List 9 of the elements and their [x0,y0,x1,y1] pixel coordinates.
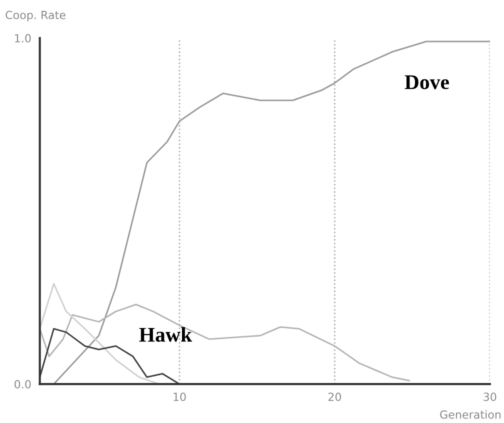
x-axis-title: Generation [440,410,501,419]
y-tick-label: 0.0 [14,380,31,388]
x-tick-label: 20 [328,392,342,402]
annotation: Dove [404,75,449,90]
x-tick-label: 30 [484,392,496,402]
y-tick-label: 1.0 [15,34,31,42]
annotation: Hawk [139,327,192,342]
x-tick-label: 10 [174,392,186,402]
y-axis-title: Coop. Rate [6,10,66,22]
